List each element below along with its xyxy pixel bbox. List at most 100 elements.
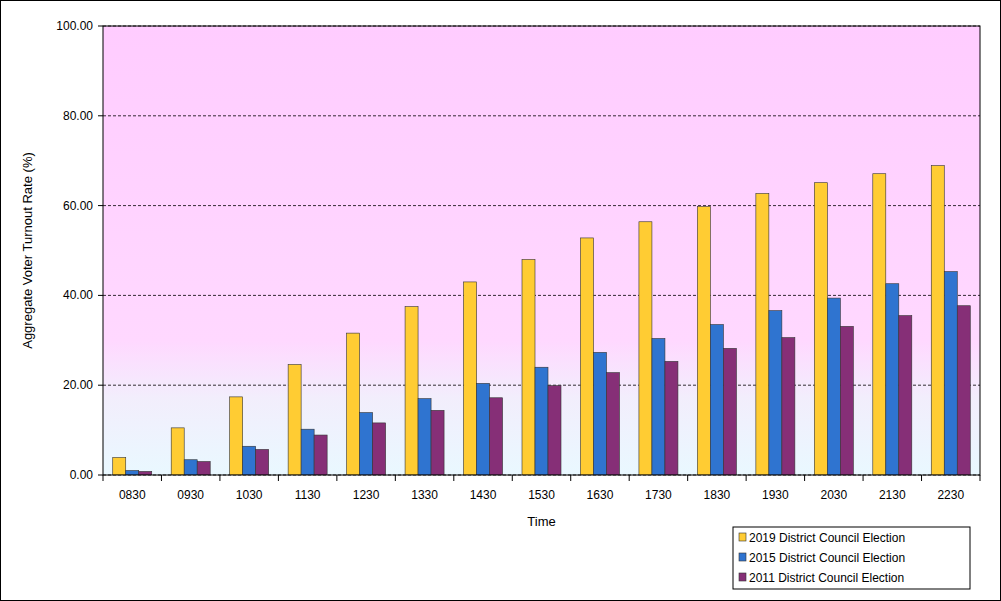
x-tick-label: 2230 bbox=[937, 488, 964, 502]
x-tick-label: 1930 bbox=[762, 488, 789, 502]
bar bbox=[957, 306, 970, 475]
bar bbox=[580, 238, 593, 475]
x-tick bbox=[512, 475, 513, 481]
y-tick bbox=[98, 26, 103, 27]
x-tick bbox=[336, 475, 337, 481]
x-tick bbox=[980, 475, 981, 481]
bar bbox=[288, 365, 301, 475]
bar bbox=[405, 307, 418, 475]
bar bbox=[944, 272, 957, 475]
bar bbox=[756, 193, 769, 475]
x-tick bbox=[395, 475, 396, 481]
bar bbox=[548, 386, 561, 475]
y-tick bbox=[98, 115, 103, 116]
x-tick-label: 1230 bbox=[353, 488, 380, 502]
bar bbox=[665, 361, 678, 475]
bar bbox=[899, 316, 912, 475]
bar bbox=[431, 410, 444, 475]
bar bbox=[197, 462, 210, 475]
x-tick bbox=[687, 475, 688, 481]
bar bbox=[347, 333, 360, 475]
plot-background bbox=[103, 26, 980, 475]
bar bbox=[769, 311, 782, 475]
plot-frame bbox=[103, 26, 980, 475]
legend-swatch bbox=[739, 573, 746, 581]
bar bbox=[126, 471, 139, 475]
y-tick-label: 40.00 bbox=[63, 288, 93, 302]
bar bbox=[243, 446, 256, 475]
x-tick-label: 0930 bbox=[177, 488, 204, 502]
bar bbox=[490, 398, 503, 475]
x-axis-title: Time bbox=[527, 514, 555, 529]
bar bbox=[931, 166, 944, 475]
x-tick bbox=[570, 475, 571, 481]
x-tick bbox=[103, 475, 104, 481]
x-tick bbox=[921, 475, 922, 481]
chart: 0.0020.0040.0060.0080.00100.000830093010… bbox=[0, 0, 1001, 601]
x-tick-label: 1330 bbox=[411, 488, 438, 502]
bar bbox=[184, 460, 197, 475]
legend-label: 2015 District Council Election bbox=[749, 551, 905, 565]
legend-label: 2011 District Council Election bbox=[749, 571, 904, 585]
legend bbox=[733, 527, 970, 589]
bar bbox=[873, 174, 886, 475]
bars bbox=[113, 166, 971, 475]
y-tick-label: 20.00 bbox=[63, 378, 93, 392]
y-tick bbox=[98, 475, 103, 476]
bar bbox=[535, 367, 548, 475]
bar bbox=[360, 413, 373, 475]
x-tick bbox=[863, 475, 864, 481]
bar bbox=[522, 259, 535, 475]
x-tick bbox=[804, 475, 805, 481]
legend-label: 2019 District Council Election bbox=[749, 531, 905, 545]
bar bbox=[373, 423, 386, 475]
grid-line bbox=[103, 295, 980, 296]
grid-line bbox=[103, 115, 980, 116]
x-tick bbox=[453, 475, 454, 481]
bar bbox=[652, 339, 665, 475]
y-tick bbox=[98, 295, 103, 296]
bar bbox=[171, 428, 184, 475]
x-tick bbox=[746, 475, 747, 481]
y-axis-title: Aggregate Voter Turnout Rate (%) bbox=[20, 152, 35, 349]
bar bbox=[723, 348, 736, 475]
bar bbox=[697, 206, 710, 475]
x-tick-label: 1630 bbox=[587, 488, 614, 502]
x-tick bbox=[161, 475, 162, 481]
bar bbox=[314, 435, 327, 475]
x-tick-label: 1530 bbox=[528, 488, 555, 502]
bar bbox=[113, 457, 126, 475]
bar bbox=[230, 397, 243, 475]
bar bbox=[464, 282, 477, 475]
outer-frame bbox=[1, 1, 1001, 601]
bar bbox=[639, 222, 652, 475]
bar bbox=[606, 373, 619, 475]
bar bbox=[301, 429, 314, 475]
y-tick-label: 60.00 bbox=[63, 199, 93, 213]
legend-swatch bbox=[739, 533, 746, 541]
x-tick-label: 1730 bbox=[645, 488, 672, 502]
bar bbox=[814, 183, 827, 475]
bar bbox=[256, 449, 269, 475]
y-tick-label: 0.00 bbox=[70, 468, 94, 482]
bar bbox=[782, 338, 795, 475]
bar bbox=[593, 352, 606, 475]
bar bbox=[840, 326, 853, 475]
bar bbox=[827, 298, 840, 475]
x-tick-label: 2030 bbox=[820, 488, 847, 502]
y-tick-label: 80.00 bbox=[63, 109, 93, 123]
bar bbox=[139, 471, 152, 475]
y-tick-label: 100.00 bbox=[56, 19, 93, 33]
x-tick-label: 1830 bbox=[704, 488, 731, 502]
x-tick-label: 1030 bbox=[236, 488, 263, 502]
y-tick bbox=[98, 205, 103, 206]
x-tick-label: 1130 bbox=[295, 488, 321, 502]
x-tick bbox=[629, 475, 630, 481]
y-tick bbox=[98, 385, 103, 386]
x-tick-label: 1430 bbox=[470, 488, 497, 502]
x-tick bbox=[219, 475, 220, 481]
x-tick bbox=[278, 475, 279, 481]
grid-line bbox=[103, 205, 980, 206]
bar bbox=[886, 284, 899, 475]
bar bbox=[477, 383, 490, 475]
